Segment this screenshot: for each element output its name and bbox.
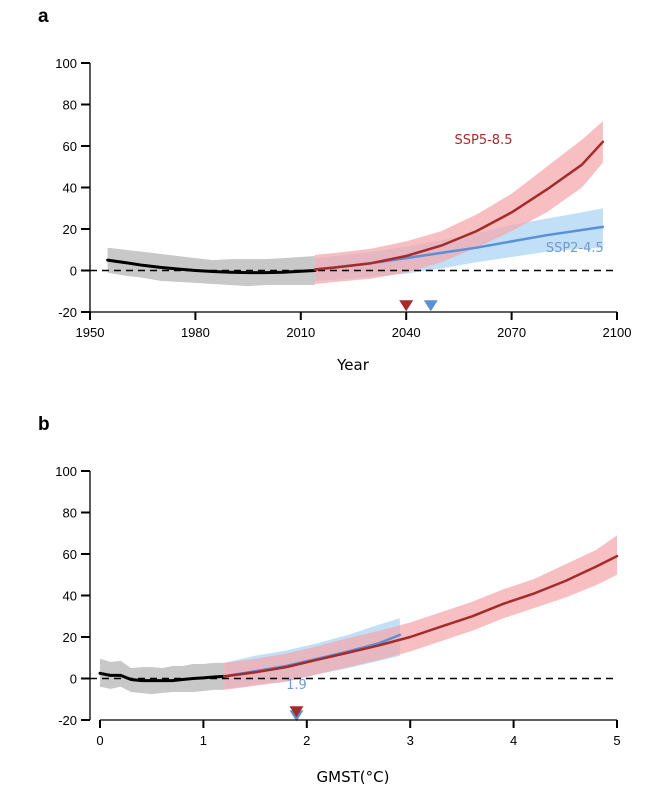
x-tick-label: 0 bbox=[96, 733, 103, 748]
y-tick-label: -20 bbox=[58, 713, 77, 728]
y-tick-label: 80 bbox=[63, 506, 77, 521]
band-ssp585 bbox=[224, 535, 617, 690]
x-tick-label: 2100 bbox=[603, 325, 632, 340]
panel-a-letter: a bbox=[38, 6, 49, 27]
label-ssp245-panel-a: SSP2-4.5 bbox=[546, 241, 604, 256]
panel-b: b -20 0 20 40 60 80 100 0 1 2 3 4 5 1.9 GMST(°C) bbox=[38, 414, 621, 786]
y-tick-label: 60 bbox=[63, 547, 77, 562]
y-tick-label: 80 bbox=[63, 98, 77, 113]
panel-b-lines bbox=[98, 554, 619, 683]
line-ssp585 bbox=[313, 140, 605, 271]
y-tick-label: 20 bbox=[63, 630, 77, 645]
x-tick-label: 2040 bbox=[392, 325, 421, 340]
marker-ssp585 bbox=[289, 706, 304, 718]
panel-b-x-axis-title: GMST(°C) bbox=[317, 768, 390, 786]
band-historical bbox=[100, 658, 225, 695]
x-tick-label: 2 bbox=[303, 733, 310, 748]
label-ssp585-panel-a: SSP5-8.5 bbox=[455, 133, 513, 148]
line-historical bbox=[98, 671, 226, 683]
panel-b-bands bbox=[100, 535, 617, 695]
y-tick-label: 20 bbox=[63, 222, 77, 237]
x-tick-label: 3 bbox=[407, 733, 414, 748]
y-tick-label: 0 bbox=[70, 672, 77, 687]
band-historical bbox=[107, 247, 315, 287]
x-tick-label: 4 bbox=[510, 733, 517, 748]
x-tick-label: 1 bbox=[200, 733, 207, 748]
panel-b-letter: b bbox=[38, 414, 50, 435]
x-tick-label: 2010 bbox=[286, 325, 315, 340]
y-tick-label: 100 bbox=[55, 464, 77, 479]
y-tick-label: 40 bbox=[63, 181, 77, 196]
y-tick-label: -20 bbox=[58, 305, 77, 320]
marker-ssp585 bbox=[399, 300, 414, 312]
y-tick-label: 60 bbox=[63, 139, 77, 154]
panel-a-lines bbox=[106, 140, 605, 275]
panel-a-x-axis-title: Year bbox=[336, 356, 370, 374]
line-historical bbox=[106, 258, 317, 275]
y-tick-label: 40 bbox=[63, 589, 77, 604]
panel-b-markers bbox=[289, 706, 304, 722]
panel-a-markers bbox=[399, 300, 438, 312]
x-tick-label: 5 bbox=[613, 733, 620, 748]
x-tick-label: 2070 bbox=[497, 325, 526, 340]
y-tick-label: 0 bbox=[70, 264, 77, 279]
line-ssp585 bbox=[222, 554, 619, 678]
panel-a-bands bbox=[107, 121, 603, 287]
x-tick-label: 1980 bbox=[181, 325, 210, 340]
y-tick-label: 100 bbox=[55, 56, 77, 71]
x-tick-label: 1950 bbox=[76, 325, 105, 340]
marker-ssp245 bbox=[423, 300, 438, 312]
panel-b-axes: -20 0 20 40 60 80 100 0 1 2 3 4 5 bbox=[55, 464, 620, 748]
label-gmst-threshold: 1.9 bbox=[286, 678, 307, 693]
